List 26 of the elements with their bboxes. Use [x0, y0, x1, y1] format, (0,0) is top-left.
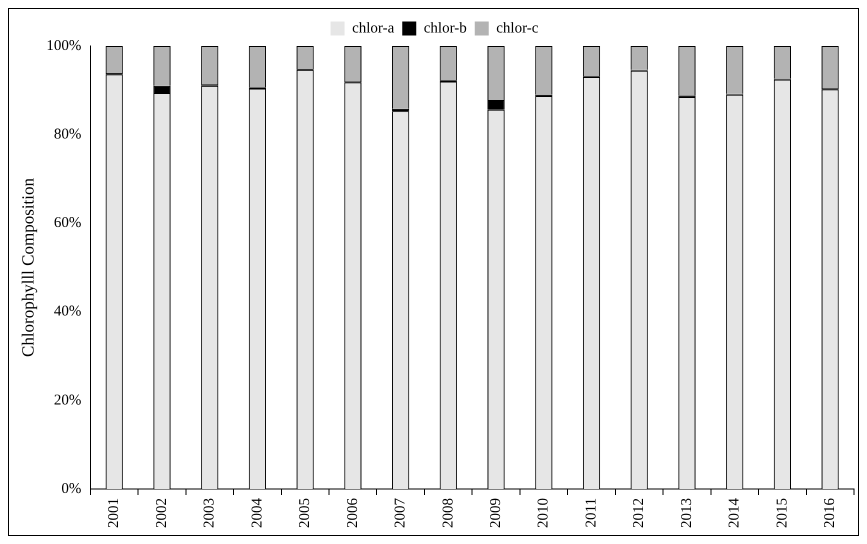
y-axis-title: Chlorophylll Composition	[18, 178, 38, 357]
y-tick-label: 60%	[54, 215, 82, 232]
x-tick-label: 2014	[726, 498, 743, 528]
x-tick-label: 2008	[440, 498, 456, 528]
y-tick-label: 100%	[46, 38, 82, 54]
x-tick-label: 2009	[488, 498, 504, 528]
x-tick-label: 2001	[106, 498, 122, 528]
x-tick-label: 2010	[536, 498, 552, 528]
x-tick-label: 2002	[154, 498, 170, 528]
x-tick-label: 2003	[202, 498, 218, 528]
x-tick-label: 2007	[392, 498, 409, 528]
x-tick-label: 2013	[678, 498, 695, 528]
x-tick-label: 2005	[297, 498, 314, 528]
y-tick-label: 40%	[54, 304, 82, 320]
y-tick-label: 80%	[54, 126, 82, 143]
x-tick-label: 2016	[822, 498, 838, 528]
legend-label: chlor-c	[496, 20, 539, 36]
x-tick-label: 2004	[249, 498, 266, 528]
x-tick-label: 2006	[344, 498, 361, 528]
legend-label: chlor-a	[352, 20, 395, 36]
y-tick-label: 0%	[61, 480, 82, 497]
x-tick-label: 2015	[774, 498, 790, 528]
x-tick-label: 2011	[583, 498, 600, 528]
y-tick-label: 20%	[54, 392, 82, 408]
legend-label: chlor-b	[424, 20, 467, 36]
x-tick-label: 2012	[631, 498, 648, 528]
